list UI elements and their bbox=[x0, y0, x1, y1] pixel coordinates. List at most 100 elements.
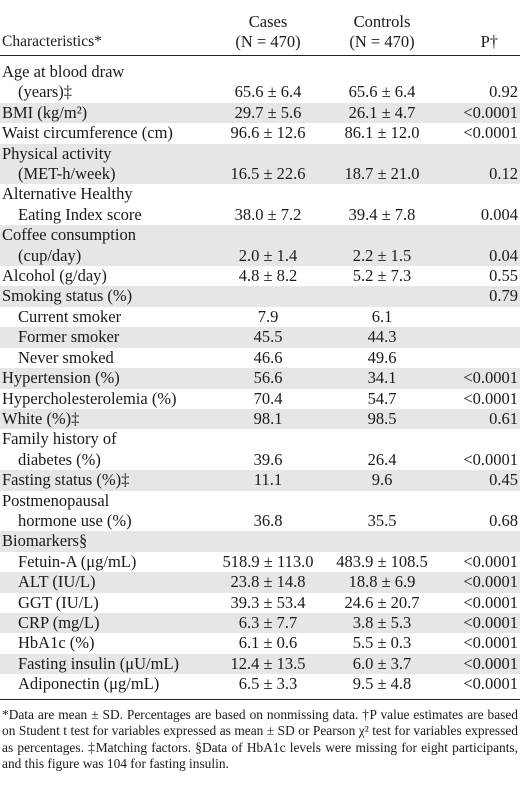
controls-value: 26.1 ± 4.7 bbox=[322, 102, 442, 124]
row-label: Adiponectin (μg/mL) bbox=[0, 674, 214, 700]
controls-value: 483.9 ± 108.5 bbox=[336, 551, 428, 571]
row-label: BMI (kg/m²) bbox=[0, 102, 214, 124]
row-label: Biomarkers§ bbox=[0, 531, 214, 552]
p-value: 0.12 bbox=[442, 143, 520, 185]
row-label-line: (cup/day) bbox=[18, 245, 82, 265]
cases-value: 6.5 ± 3.3 bbox=[214, 674, 322, 700]
row-label-line: (years)‡ bbox=[18, 82, 73, 102]
row-label-line: Age at blood draw bbox=[2, 62, 125, 81]
row-label: Hypercholesterolemia (%) bbox=[0, 389, 214, 409]
controls-value: 5.5 ± 0.3 bbox=[352, 633, 412, 653]
controls-value: 3.8 ± 5.3 bbox=[322, 612, 442, 634]
cases-value: 29.7 ± 5.6 bbox=[214, 102, 322, 124]
table-row: Former smoker 45.5 44.3 bbox=[0, 327, 520, 348]
p-value: <0.0001 bbox=[463, 592, 518, 612]
controls-value: 6.1 bbox=[371, 306, 393, 326]
row-label-line: Physical activity bbox=[2, 143, 112, 163]
table-row: Adiponectin (μg/mL) 6.5 ± 3.3 9.5 ± 4.8 <0.… bbox=[0, 674, 520, 700]
p-value bbox=[442, 307, 520, 327]
header-p-value: P† bbox=[442, 0, 520, 56]
header-cases: Cases (N = 470) bbox=[214, 0, 322, 56]
row-label-line: hormone use (%) bbox=[18, 510, 132, 530]
header-controls-n: (N = 470) bbox=[349, 32, 415, 51]
cases-value: 16.5 ± 22.6 bbox=[214, 143, 322, 185]
controls-value: 6.0 ± 3.7 bbox=[322, 653, 442, 675]
row-label-line: Fasting insulin (μU/mL) bbox=[18, 653, 180, 673]
cases-value: 12.4 ± 13.5 bbox=[214, 653, 322, 675]
table-row: Smoking status (%) 0.79 bbox=[0, 286, 520, 307]
characteristics-table: Characteristics* Cases (N = 470) Control… bbox=[0, 0, 520, 700]
row-label: Fetuin-A (μg/mL) bbox=[0, 552, 214, 572]
row-label-line: GGT (IU/L) bbox=[18, 592, 99, 612]
p-value: 0.92 bbox=[489, 82, 518, 102]
cases-value bbox=[214, 531, 322, 552]
cases-value: 96.6 ± 12.6 bbox=[230, 123, 306, 143]
row-label: Fasting insulin (μU/mL) bbox=[0, 653, 214, 675]
controls-value: 9.6 bbox=[322, 470, 442, 491]
row-label: White (%)‡ bbox=[0, 408, 214, 430]
table-row: Biomarkers§ bbox=[0, 531, 520, 552]
row-label: Hypertension (%) bbox=[0, 368, 214, 389]
row-label-line: Alcohol (g/day) bbox=[2, 266, 107, 286]
controls-value: 44.3 bbox=[322, 327, 442, 348]
p-value: <0.0001 bbox=[463, 633, 518, 653]
row-label: Waist circumference (cm) bbox=[0, 123, 214, 143]
row-label-line: ALT (IU/L) bbox=[18, 572, 96, 592]
footnote-text: *Data are mean ± SD. Percentages are bas… bbox=[2, 707, 518, 772]
cases-value: 65.6 ± 6.4 bbox=[234, 82, 302, 102]
controls-value: 18.8 ± 6.9 bbox=[322, 572, 442, 593]
cases-value: 6.3 ± 7.7 bbox=[214, 612, 322, 634]
row-label-line: Hypercholesterolemia (%) bbox=[2, 388, 177, 408]
controls-value: 54.7 bbox=[367, 388, 397, 408]
row-label: Former smoker bbox=[0, 327, 214, 348]
row-label-line: Never smoked bbox=[18, 347, 114, 367]
table-row: Family history of diabetes (%) 39.6 26.4 <0.… bbox=[0, 429, 520, 470]
row-label: CRP (mg/L) bbox=[0, 612, 214, 634]
cases-value: 46.6 bbox=[253, 347, 283, 367]
table-row: HbA1c (%) 6.1 ± 0.6 5.5 ± 0.3 <0.0001 bbox=[0, 633, 520, 653]
table-row: Never smoked 46.6 49.6 bbox=[0, 348, 520, 368]
row-label-line: Postmenopausal bbox=[2, 490, 110, 510]
controls-value: 26.4 bbox=[367, 449, 397, 469]
table-row: GGT (IU/L) 39.3 ± 53.4 24.6 ± 20.7 <0.0001 bbox=[0, 593, 520, 613]
row-label-line: Adiponectin (μg/mL) bbox=[18, 674, 160, 694]
controls-value: 24.6 ± 20.7 bbox=[344, 592, 420, 612]
header-controls-label: Controls bbox=[353, 12, 411, 31]
row-label-line: Fasting status (%)‡ bbox=[2, 470, 130, 490]
row-label: Fasting status (%)‡ bbox=[0, 470, 214, 491]
p-value: 0.61 bbox=[442, 408, 520, 430]
p-value: <0.0001 bbox=[442, 102, 520, 124]
table-row: White (%)‡ 98.1 98.5 0.61 bbox=[0, 408, 520, 430]
row-label-line: Current smoker bbox=[18, 306, 122, 326]
cases-value: 23.8 ± 14.8 bbox=[214, 572, 322, 593]
p-value: <0.0001 bbox=[442, 368, 520, 389]
cases-value: 4.8 ± 8.2 bbox=[238, 266, 298, 286]
row-label-line: Family history of bbox=[2, 429, 117, 449]
table-row: BMI (kg/m²) 29.7 ± 5.6 26.1 ± 4.7 <0.0001 bbox=[0, 102, 520, 124]
table-row: Alternative Healthy Eating Index score 38.… bbox=[0, 184, 520, 225]
cases-value: 2.0 ± 1.4 bbox=[214, 225, 322, 267]
table-row: Waist circumference (cm) 96.6 ± 12.6 86.1 … bbox=[0, 123, 520, 143]
controls-value: 18.7 ± 21.0 bbox=[322, 143, 442, 185]
table-row: Coffee consumption (cup/day) 2.0 ± 1.4 2.2 … bbox=[0, 225, 520, 267]
p-value: <0.0001 bbox=[463, 551, 518, 571]
table-header-row: Characteristics* Cases (N = 470) Control… bbox=[0, 0, 520, 56]
table-row: Hypertension (%) 56.6 34.1 <0.0001 bbox=[0, 368, 520, 389]
p-value: <0.0001 bbox=[463, 123, 518, 143]
cases-value: 518.9 ± 113.0 bbox=[222, 551, 314, 571]
header-controls: Controls (N = 470) bbox=[322, 0, 442, 56]
row-label-line: White (%)‡ bbox=[2, 408, 80, 428]
row-label: Smoking status (%) bbox=[0, 286, 214, 307]
p-value bbox=[442, 348, 520, 368]
header-cases-n: (N = 470) bbox=[235, 32, 301, 51]
p-value: 0.04 bbox=[442, 225, 520, 267]
row-label: Current smoker bbox=[0, 307, 214, 327]
row-label: Age at blood draw (years)‡ bbox=[0, 56, 214, 103]
table-row: Fetuin-A (μg/mL) 518.9 ± 113.0 483.9 ± 108… bbox=[0, 552, 520, 572]
p-value: 0.68 bbox=[489, 510, 518, 530]
p-value: <0.0001 bbox=[442, 612, 520, 634]
row-label-line: Waist circumference (cm) bbox=[2, 123, 173, 143]
row-label-line: Former smoker bbox=[18, 327, 120, 347]
cases-value: 38.0 ± 7.2 bbox=[234, 204, 302, 224]
p-value bbox=[442, 531, 520, 552]
